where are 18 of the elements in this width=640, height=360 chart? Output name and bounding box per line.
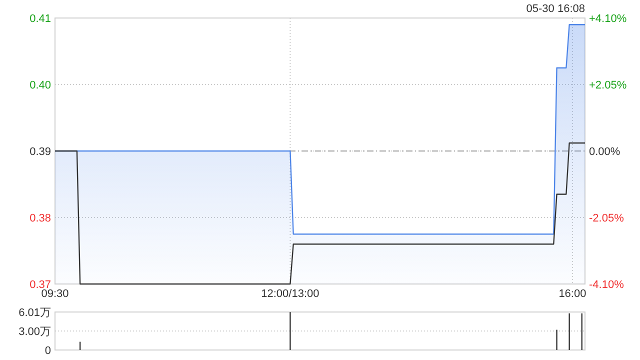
text: 05-30 16:08 [526,3,585,15]
y-tick-label: 0.40 [30,80,51,92]
x-tick-label: 12:00/13:00 [261,288,320,300]
line-series [54,142,586,285]
y2-tick-label: +4.10% [589,13,627,25]
x-tick-label: 16:00 [558,288,586,300]
y2-tick-label: -2.05% [589,212,624,224]
y-tick-label: 0.39 [30,146,51,158]
y-tick-label: 3.00万 [18,326,51,338]
y2-tick-label: +2.05% [589,80,627,92]
y-tick-label: 0.38 [30,212,51,224]
x-tick-label: 09:30 [41,288,69,300]
y-tick-label: 6.01万 [18,307,51,319]
y2-tick-label: -4.10% [589,279,624,291]
y-tick-label: 0 [44,345,51,357]
y-tick-label: 0.37 [30,279,51,291]
y2-tick-label: 0.00% [589,146,620,158]
y-tick-label: 0.41 [30,13,51,25]
